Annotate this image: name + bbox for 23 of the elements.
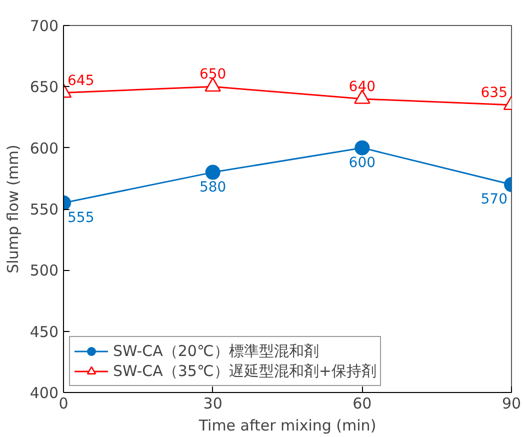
y-tick-label: 700 [30, 17, 59, 35]
data-label: 600 [348, 154, 376, 171]
x-tick-label: 90 [502, 394, 522, 412]
data-label: 645 [68, 72, 94, 89]
x-axis-title: Time after mixing (min) [198, 416, 376, 434]
y-tick-label: 600 [30, 139, 59, 158]
y-tick-label: 500 [30, 262, 59, 280]
data-label: 555 [68, 210, 94, 226]
x-tick-label: 30 [203, 394, 222, 412]
data-label: 640 [348, 78, 376, 95]
legend-label: SW-CA（35℃）遅延型混和剤+保持剤 [113, 361, 376, 381]
x-tick-label: 0 [58, 394, 68, 412]
data-label: 570 [480, 192, 508, 208]
y-axis-title: Slump flow (mm) [4, 144, 22, 274]
data-label: 650 [199, 66, 226, 83]
data-label: 635 [480, 85, 508, 102]
y-tick-label: 650 [30, 78, 59, 96]
x-tick-label: 60 [352, 394, 372, 412]
legend-label: SW-CA（20℃）標準型混和剤 [113, 341, 319, 361]
data-label: 580 [199, 179, 226, 196]
y-tick-label: 550 [30, 200, 59, 218]
y-tick-label: 450 [30, 322, 59, 341]
y-tick-label: 400 [30, 384, 59, 402]
